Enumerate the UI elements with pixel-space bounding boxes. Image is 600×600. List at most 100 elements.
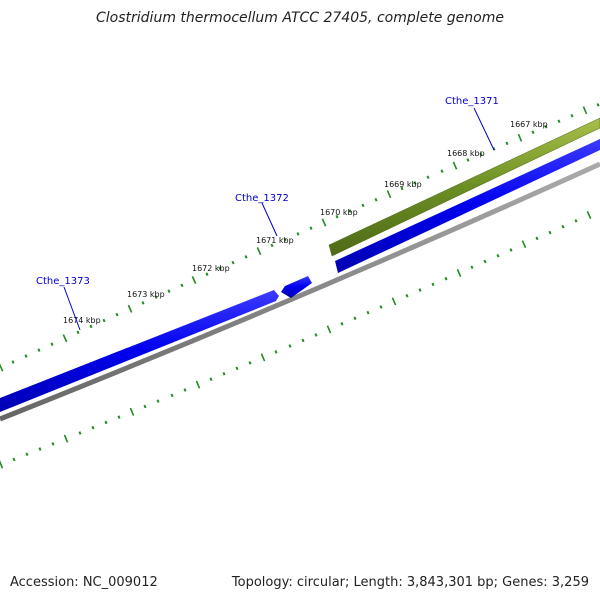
- tick-label-1670: 1670 kbp: [320, 208, 358, 217]
- inner-scale-tick: [391, 297, 397, 306]
- inner-scale-tick: [521, 240, 527, 249]
- leader-cthe-1371: [473, 107, 495, 151]
- inner-scale-tick: [548, 230, 552, 235]
- feature-cthe-1373[interactable]: [0, 290, 279, 412]
- outer-scale-tick: [180, 283, 184, 288]
- inner-scale-tick: [483, 259, 487, 264]
- inner-scale-tick: [156, 399, 160, 403]
- inner-scale-tick: [209, 377, 213, 381]
- inner-scale-tick: [195, 380, 201, 389]
- inner-scale-tick: [183, 388, 187, 392]
- inner-scale-tick: [143, 404, 147, 409]
- outer-scale-tick: [62, 334, 68, 343]
- scale-ring-inner: [0, 211, 592, 469]
- inner-scale-tick: [509, 248, 513, 252]
- inner-scale-tick: [63, 434, 69, 443]
- inner-scale-tick: [574, 219, 578, 223]
- outer-scale-tick: [452, 161, 458, 170]
- inner-scale-tick: [405, 293, 409, 298]
- outer-scale-tick: [309, 226, 313, 230]
- inner-scale-tick: [129, 407, 135, 416]
- inner-scale-tick: [496, 253, 500, 258]
- genome-backbone: [0, 161, 600, 422]
- scale-ring-outer: [0, 103, 600, 372]
- inner-scale-tick: [444, 276, 448, 281]
- inner-scale-tick: [25, 452, 29, 457]
- outer-scale-tick: [582, 106, 588, 115]
- inner-scale-tick: [586, 211, 592, 219]
- feature-cthe-1372[interactable]: [281, 276, 312, 298]
- outer-scale-tick: [505, 141, 509, 146]
- tick-label-1673: 1673 kbp: [127, 290, 165, 299]
- inner-scale-tick: [117, 415, 121, 419]
- inner-scale-tick: [78, 431, 82, 435]
- inner-scale-tick: [38, 447, 42, 451]
- inner-scale-tick: [456, 268, 462, 277]
- inner-scale-tick: [248, 361, 252, 365]
- outer-scale-tick: [440, 169, 444, 173]
- outer-scale-tick: [115, 312, 119, 317]
- outer-scale-tick: [102, 318, 106, 323]
- inner-scale-tick: [301, 338, 305, 343]
- inner-scale-tick: [418, 288, 422, 292]
- gene-label-cthe-1371[interactable]: Cthe_1371: [445, 96, 499, 107]
- genome-summary-text: Topology: circular; Length: 3,843,301 bp…: [231, 575, 589, 590]
- accession-text: Accession: NC_009012: [10, 575, 158, 590]
- outer-scale-tick: [479, 152, 483, 157]
- leader-cthe-1373: [63, 286, 81, 331]
- feature-cthe-1371[interactable]: [328, 117, 600, 257]
- outer-scale-tick: [205, 272, 209, 276]
- outer-scale-tick: [348, 209, 352, 213]
- outer-scale-tick: [596, 103, 600, 107]
- outer-scale-tick: [141, 301, 145, 305]
- inner-scale-tick: [314, 333, 318, 337]
- outer-scale-tick: [89, 324, 93, 329]
- outer-scale-tick: [517, 133, 523, 142]
- outer-scale-tick: [24, 354, 28, 358]
- tick-label-1667: 1667 kbp: [510, 120, 548, 129]
- outer-scale-tick: [283, 237, 287, 242]
- inner-scale-tick: [222, 372, 226, 376]
- gene-label-cthe-1372[interactable]: Cthe_1372: [235, 193, 289, 204]
- outer-scale-tick: [270, 243, 274, 248]
- inner-scale-tick: [104, 420, 108, 425]
- inner-scale-tick: [91, 425, 95, 430]
- feature-right-reverse[interactable]: [335, 139, 600, 273]
- outer-scale-tick: [0, 363, 4, 372]
- outer-scale-tick: [154, 295, 158, 299]
- inner-scale-tick: [379, 305, 383, 309]
- outer-scale-tick: [37, 348, 41, 352]
- outer-scale-tick: [296, 232, 300, 236]
- inner-scale-tick: [274, 350, 278, 354]
- outer-scale-tick: [557, 119, 561, 124]
- map-title: Clostridium thermocellum ATCC 27405, com…: [96, 10, 504, 26]
- inner-scale-tick: [353, 316, 357, 321]
- outer-scale-tick: [167, 289, 171, 293]
- gene-label-cthe-1373[interactable]: Cthe_1373: [36, 276, 90, 287]
- outer-scale-tick: [570, 114, 574, 118]
- outer-scale-tick: [426, 175, 430, 179]
- outer-scale-tick: [386, 190, 392, 199]
- inner-scale-tick: [0, 460, 4, 469]
- tick-label-1671: 1671 kbp: [256, 236, 294, 245]
- outer-scale-tick: [256, 247, 262, 256]
- inner-scale-tick: [366, 310, 370, 315]
- scale-tick-labels: 1667 kbp 1668 kbp 1669 kbp 1670 kbp 1671…: [63, 120, 548, 325]
- inner-scale-tick: [470, 265, 474, 270]
- inner-scale-tick: [288, 344, 292, 348]
- inner-scale-tick: [340, 322, 344, 326]
- outer-scale-tick: [218, 266, 222, 271]
- inner-scale-tick: [170, 393, 174, 398]
- leader-cthe-1372: [261, 202, 278, 237]
- tick-label-1668: 1668 kbp: [447, 149, 485, 158]
- outer-scale-tick: [321, 218, 327, 227]
- inner-scale-tick: [260, 353, 266, 362]
- outer-scale-tick: [413, 181, 417, 185]
- outer-scale-tick: [531, 130, 535, 135]
- outer-scale-tick: [127, 304, 133, 313]
- inner-scale-tick: [431, 282, 435, 287]
- outer-scale-tick: [544, 125, 548, 129]
- outer-scale-tick: [466, 158, 470, 162]
- outer-scale-tick: [11, 360, 15, 364]
- tick-label-1672: 1672 kbp: [192, 264, 230, 273]
